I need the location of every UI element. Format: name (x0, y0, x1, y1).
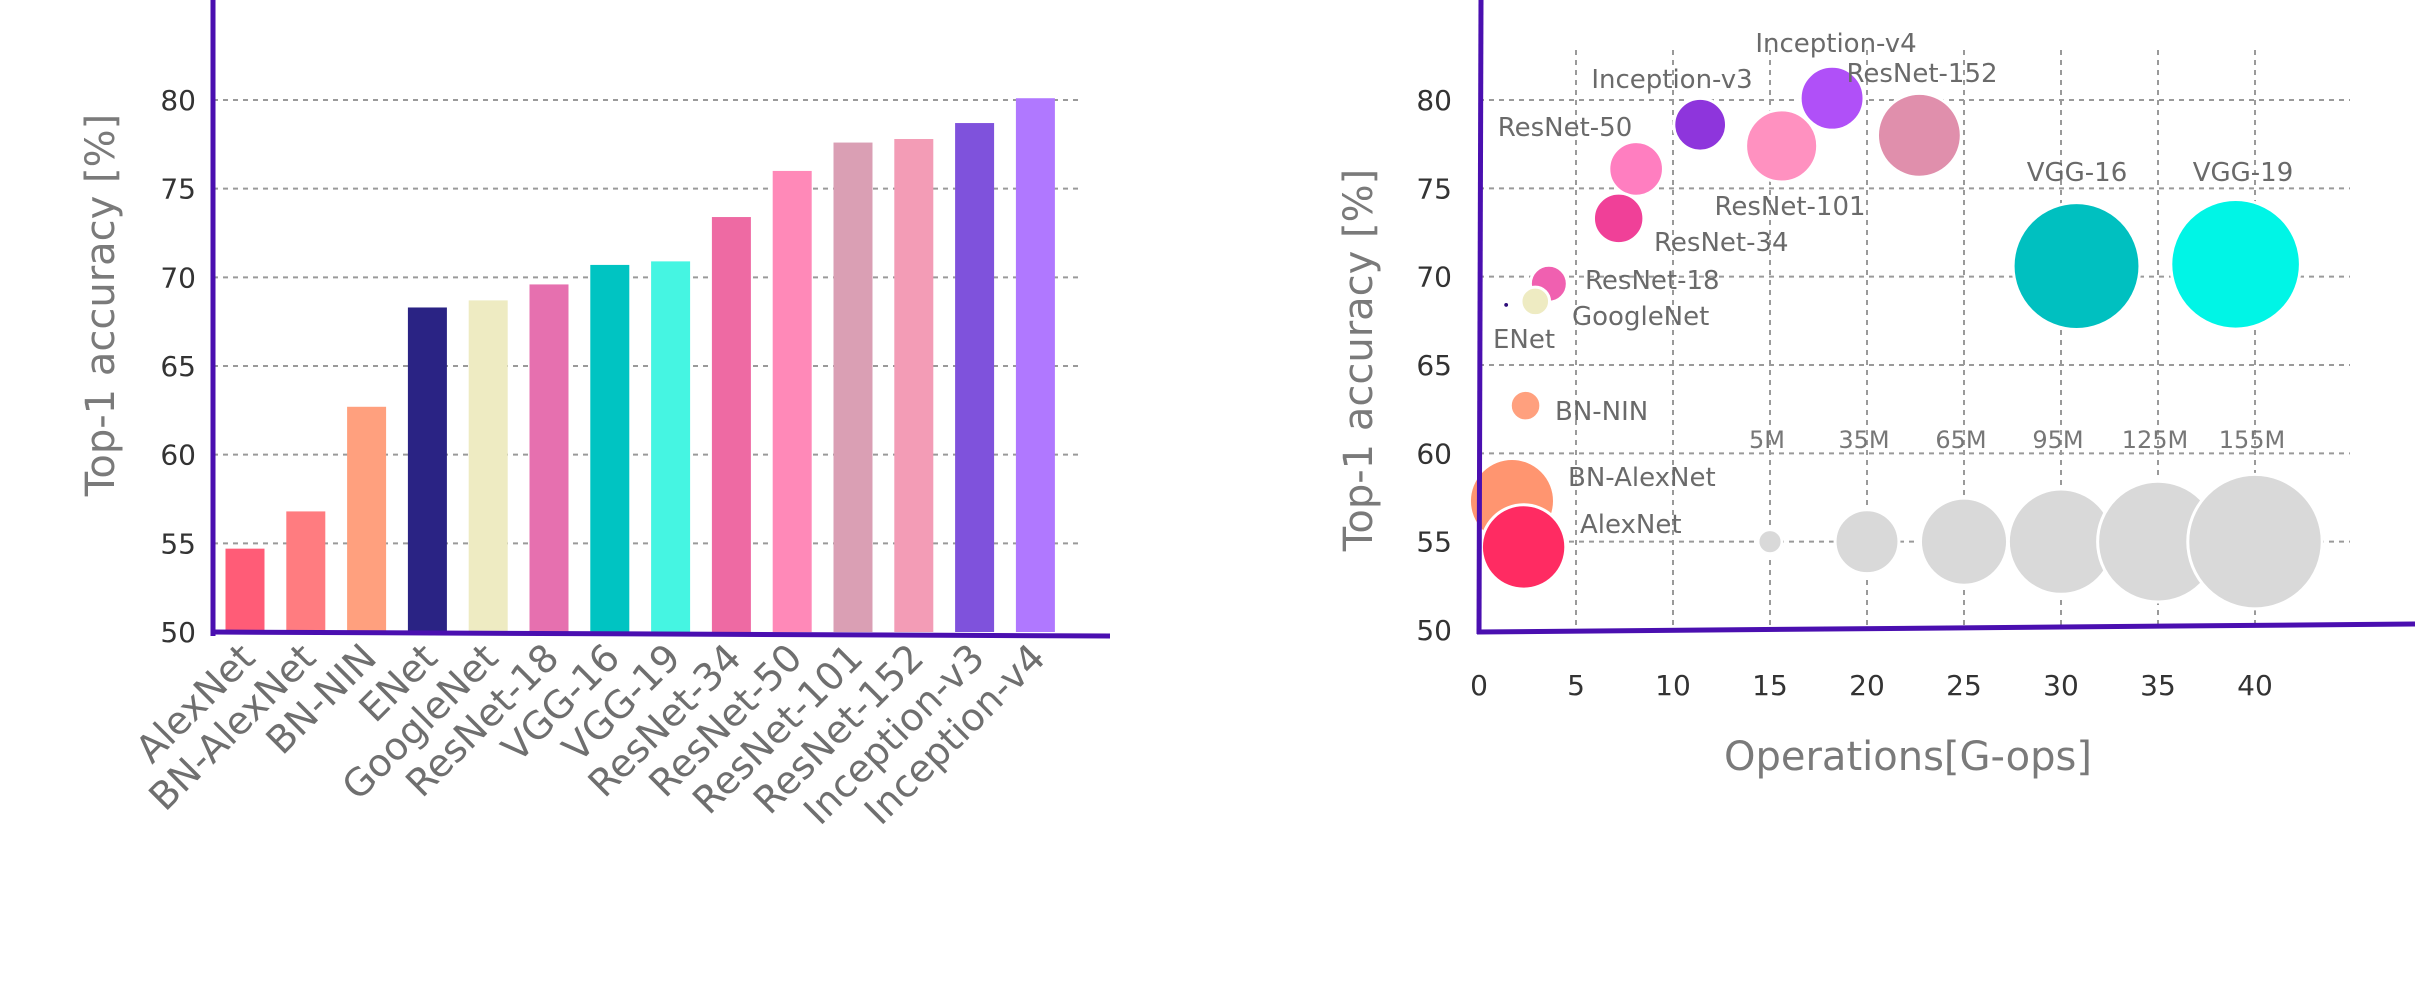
bar-y-tick-60: 60 (160, 439, 196, 472)
bubble-chart-x-axis-title: Operations[G-ops] (1724, 734, 2092, 780)
bubble-x-tick-20: 20 (1849, 669, 1885, 702)
bubble-label-resnet-18: ResNet-18 (1585, 266, 1720, 296)
bubble-label-inception-v4: Inception-v4 (1755, 29, 1916, 59)
bubble-chart-points (1467, 64, 2302, 591)
bubble-size-legend: 5M 35M 65M 95M 125M 155M (1749, 426, 2324, 611)
bubble-y-tick-80: 80 (1416, 84, 1452, 117)
bubble-label-googlenet: GoogleNet (1572, 302, 1709, 332)
bubble-chart-point-labels: AlexNet BN-AlexNet BN-NIN ENet GoogleNet ResN… (1493, 29, 2293, 540)
bubble-x-tick-25: 25 (1946, 669, 1982, 702)
bubble-bn-nin (1508, 388, 1543, 423)
bubble-chart-x-axis (1476, 621, 2416, 635)
size-legend-circle-5m (1756, 528, 1784, 556)
bubble-resnet-50 (1607, 140, 1665, 198)
bubble-chart: 50 55 60 65 70 75 80 0 5 10 15 20 25 30 35 40 5M 35M 65M… (1336, 0, 2416, 780)
size-legend-label-5m: 5M (1749, 426, 1785, 454)
bar-chart-x-ticks: AlexNetBN-AlexNetBN-NINENetGoogleNetResN… (127, 635, 1053, 833)
bar-resnet-18 (529, 284, 569, 632)
bar-resnet-152 (894, 139, 934, 632)
bar-bn-nin (347, 406, 387, 632)
bar-inception-v4 (1015, 98, 1055, 632)
bar-chart-grid (213, 99, 1080, 545)
bubble-label-enet: ENet (1493, 325, 1555, 355)
bubble-x-tick-10: 10 (1655, 669, 1691, 702)
bar-y-tick-75: 75 (160, 173, 196, 206)
bar-inception-v3 (955, 123, 995, 632)
bar-chart-bars (225, 98, 1055, 633)
size-legend-label-95m: 95M (2032, 426, 2083, 454)
bar-y-tick-55: 55 (160, 527, 196, 560)
bubble-label-inception-v3: Inception-v3 (1591, 65, 1752, 95)
bubble-inception-v3 (1672, 96, 1729, 153)
bubble-y-tick-75: 75 (1416, 172, 1452, 205)
bubble-enet (1501, 300, 1512, 310)
bubble-label-resnet-101: ResNet-101 (1714, 192, 1865, 222)
bubble-chart-y-axis-title: Top-1 accuracy [%] (1336, 169, 1382, 553)
bubble-x-tick-35: 35 (2140, 669, 2176, 702)
bubble-googlenet (1519, 285, 1552, 318)
bubble-label-bn-nin: BN-NIN (1555, 397, 1648, 427)
bar-vgg-16 (590, 264, 630, 632)
bubble-chart-y-ticks: 50 55 60 65 70 75 80 (1416, 84, 1452, 647)
bubble-label-alexnet: AlexNet (1580, 510, 1682, 540)
size-legend-circle-155m (2186, 472, 2324, 611)
bubble-y-tick-70: 70 (1416, 261, 1452, 294)
bubble-vgg-19 (2169, 197, 2302, 331)
bar-enet (407, 307, 447, 632)
bar-chart-x-axis (210, 629, 1111, 639)
bar-chart-y-ticks: 50 55 60 65 70 75 80 (160, 84, 196, 649)
bubble-resnet-152 (1875, 91, 1963, 179)
bubble-x-tick-40: 40 (2237, 669, 2273, 702)
size-legend-label-125m: 125M (2122, 426, 2189, 454)
bubble-label-resnet-50: ResNet-50 (1498, 113, 1633, 143)
bubble-alexnet (1479, 503, 1568, 591)
size-legend-label-65m: 65M (1935, 426, 1986, 454)
size-legend-label-155m: 155M (2219, 426, 2286, 454)
bubble-x-tick-15: 15 (1752, 669, 1788, 702)
bubble-label-vgg-16: VGG-16 (2027, 158, 2128, 188)
bubble-y-tick-60: 60 (1416, 437, 1452, 470)
size-legend-circle-65m (1918, 496, 2010, 587)
bar-chart: 50 55 60 65 70 75 80 AlexNetBN-AlexNetBN-NINEN… (78, 0, 1111, 833)
bar-resnet-101 (833, 142, 873, 632)
bubble-inception-v4 (1798, 64, 1866, 132)
bar-resnet-34 (711, 217, 751, 633)
bubble-chart-x-ticks: 0 5 10 15 20 25 30 35 40 (1470, 669, 2273, 702)
bubble-x-tick-5: 5 (1567, 669, 1585, 702)
bubble-resnet-34 (1591, 191, 1646, 246)
bubble-resnet-101 (1744, 108, 1820, 184)
bubble-y-tick-55: 55 (1416, 526, 1452, 559)
bubble-x-tick-0: 0 (1470, 669, 1488, 702)
bar-y-tick-70: 70 (160, 261, 196, 294)
bar-y-tick-80: 80 (160, 84, 196, 117)
bubble-label-resnet-152: ResNet-152 (1846, 59, 1997, 89)
bar-alexnet (225, 548, 265, 632)
bubble-vgg-16 (2011, 201, 2142, 332)
bar-y-tick-50: 50 (160, 616, 196, 649)
bar-vgg-19 (651, 261, 691, 632)
bubble-label-resnet-34: ResNet-34 (1654, 228, 1789, 258)
bar-googlenet (468, 300, 508, 632)
bar-y-tick-65: 65 (160, 350, 196, 383)
bubble-label-bn-alexnet: BN-AlexNet (1568, 463, 1716, 493)
bubble-label-vgg-19: VGG-19 (2193, 158, 2294, 188)
bubble-chart-y-axis (1476, 0, 1484, 635)
bubble-y-tick-50: 50 (1416, 614, 1452, 647)
bar-resnet-50 (772, 170, 812, 632)
size-legend-label-35m: 35M (1838, 426, 1889, 454)
bubble-x-tick-30: 30 (2043, 669, 2079, 702)
size-legend-circle-35m (1833, 508, 1901, 576)
bar-chart-y-axis-title: Top-1 accuracy [%] (78, 114, 124, 498)
bubble-y-tick-65: 65 (1416, 349, 1452, 382)
bar-bn-alexnet (286, 511, 326, 632)
